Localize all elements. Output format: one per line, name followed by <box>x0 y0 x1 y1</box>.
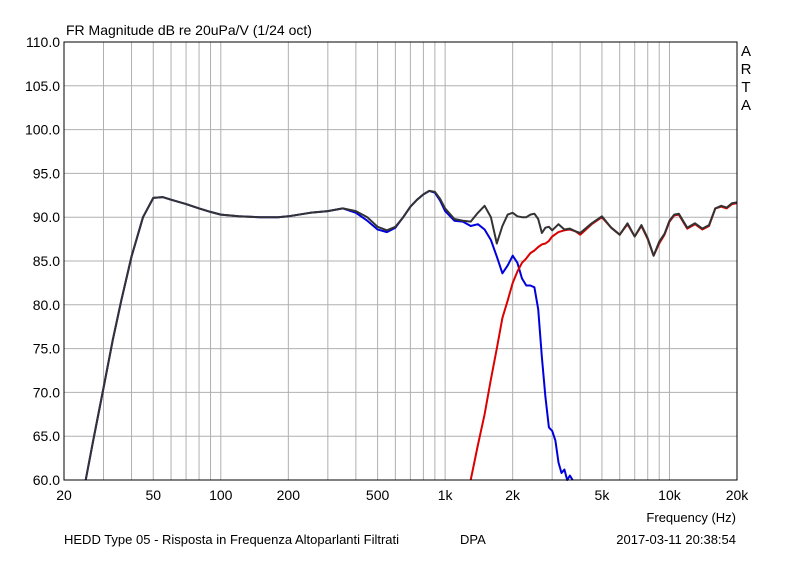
plot-frame <box>63 41 738 481</box>
x-tick-label: 1k <box>438 487 454 503</box>
x-tick-label: 50 <box>145 487 161 503</box>
y-tick-label: 75.0 <box>33 341 60 357</box>
series-line <box>84 189 738 481</box>
y-tick-label: 95.0 <box>33 165 60 181</box>
arta-letter: A <box>740 43 751 60</box>
y-tick-label: 105.0 <box>25 78 60 94</box>
x-tick-label: 500 <box>366 487 390 503</box>
footer-description: HEDD Type 05 - Risposta in Frequenza Alt… <box>64 532 400 547</box>
arta-letter: T <box>741 79 751 96</box>
x-tick-label: 100 <box>209 487 233 503</box>
footer-mic: DPA <box>460 532 486 547</box>
y-tick-label: 80.0 <box>33 297 60 313</box>
y-tick-label: 90.0 <box>33 209 60 225</box>
footer-timestamp: 2017-03-11 20:38:54 <box>616 532 736 547</box>
y-tick-label: 60.0 <box>33 472 60 488</box>
x-tick-label: 20k <box>726 487 750 503</box>
x-tick-label: 2k <box>505 487 521 503</box>
arta-letter: R <box>740 61 752 78</box>
grid-lines <box>64 41 737 481</box>
plot-curves <box>84 189 738 481</box>
y-tick-label: 65.0 <box>33 428 60 444</box>
y-tick-label: 70.0 <box>33 384 60 400</box>
x-tick-label: 20 <box>56 487 72 503</box>
x-tick-label: 5k <box>595 487 611 503</box>
arta-letter: A <box>740 97 751 114</box>
y-tick-labels: 60.0 65.0 70.0 75.0 80.0 85.0 90.0 95.0 100.0 105… <box>25 34 60 488</box>
x-tick-label: 200 <box>277 487 301 503</box>
x-axis-label: Frequency (Hz) <box>646 510 736 525</box>
x-tick-labels: 20 50 100 200 500 1k 2k 5k 10k 20k <box>56 487 749 503</box>
y-tick-label: 85.0 <box>33 253 60 269</box>
series-line <box>469 202 738 481</box>
y-tick-label: 100.0 <box>25 122 60 138</box>
chart-title: FR Magnitude dB re 20uPa/V (1/24 oct) <box>66 22 312 38</box>
y-tick-label: 110.0 <box>26 34 60 50</box>
x-tick-label: 10k <box>658 487 682 503</box>
